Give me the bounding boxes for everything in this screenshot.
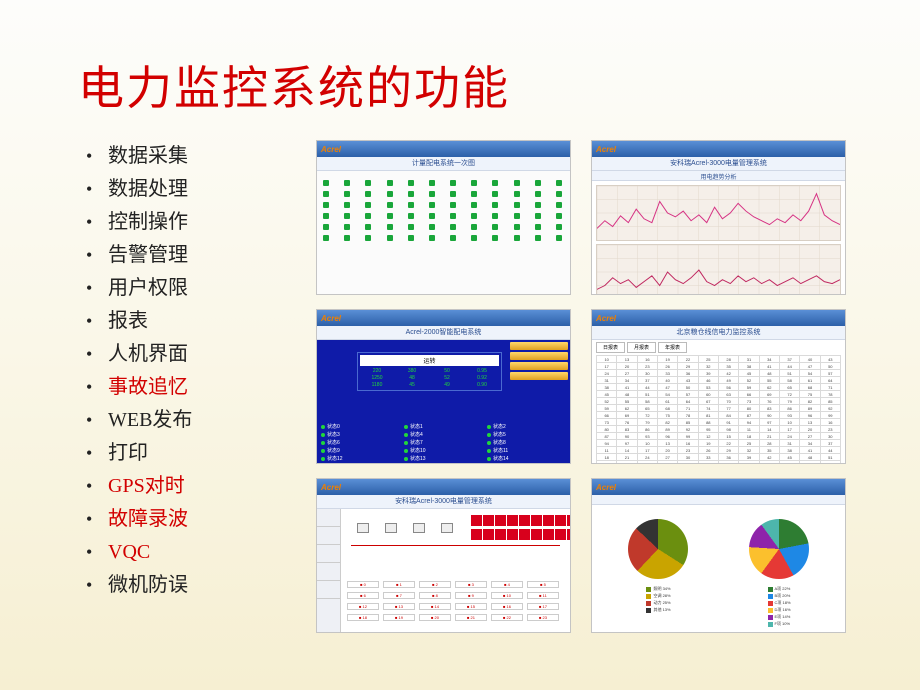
thumb-toolbar: Acrel <box>592 310 845 326</box>
legend-2: A项 22%B项 20%C项 18%D项 16%E项 14%F项 10% <box>768 585 791 628</box>
feature-item: 控制操作 <box>108 206 298 239</box>
thumb-grid-diagram: Acrel 计量配电系统一次图 <box>316 140 571 295</box>
thumb-toolbar: Acrel <box>592 141 845 157</box>
thumb-title: 安科瑞Acrel-3000电量管理系统 <box>317 495 570 509</box>
feature-item: 人机界面 <box>108 338 298 371</box>
feature-item: GPS对时 <box>108 470 298 503</box>
acrel-logo: Acrel <box>321 483 341 492</box>
pie-chart-1 <box>628 519 688 579</box>
slide-title: 电力监控系统的功能 <box>78 52 860 118</box>
feature-item: 用户权限 <box>108 272 298 305</box>
thumb-toolbar: Acrel <box>317 479 570 495</box>
status-leds: 状态0状态1状态2状态3状态4状态5状态6状态7状态8状态9状态10状态11状态… <box>321 423 566 462</box>
feature-item: 事故追忆 <box>108 371 298 404</box>
legend-1: 照明 34%空调 28%动力 25%其他 13% <box>646 585 670 628</box>
feature-list: 数据采集数据处理控制操作告警管理用户权限报表人机界面事故追忆WEB发布打印GPS… <box>78 140 298 633</box>
thumb-network-diagram: Acrel 安科瑞Acrel-3000电量管理系统 ■ 0■ 1■ 2■ 3■ … <box>316 478 571 633</box>
thumb-title: 安科瑞Acrel-3000电量管理系统 <box>592 157 845 171</box>
feature-item: 打印 <box>108 437 298 470</box>
feature-item: 故障录波 <box>108 503 298 536</box>
thumb-title: Acrel-2000智能配电系统 <box>317 326 570 340</box>
acrel-logo: Acrel <box>321 314 341 323</box>
panel-values: 220380500.95125048520.92118045490.90 <box>360 368 499 388</box>
thumb-body: 照明 34%空调 28%动力 25%其他 13% A项 22%B项 20%C项 … <box>592 505 845 630</box>
thumb-toolbar: Acrel <box>317 310 570 326</box>
feature-item: VQC <box>108 536 298 569</box>
diagram-area: ■ 0■ 1■ 2■ 3■ 4■ 5■ 6■ 7■ 8■ 9■ 10■ 11■ … <box>341 509 570 633</box>
thumb-title: 计量配电系统一次图 <box>317 157 570 171</box>
thumb-title: 北京粮仓线信电力监控系统 <box>592 326 845 340</box>
panel-header: 运转 <box>360 355 499 366</box>
pie-chart-2 <box>749 519 809 579</box>
acrel-logo: Acrel <box>321 145 341 154</box>
thumb-body <box>592 181 845 295</box>
thumb-body <box>317 171 570 295</box>
feature-item: 告警管理 <box>108 239 298 272</box>
pie-row <box>598 519 839 579</box>
thumb-body: 运转 220380500.95125048520.92118045490.90 … <box>317 340 570 464</box>
report-table: 1013161922252831343740431720232629323538… <box>596 355 841 464</box>
thumb-scada-panel: Acrel Acrel-2000智能配电系统 运转 220380500.9512… <box>316 309 571 464</box>
acrel-logo: Acrel <box>596 314 616 323</box>
line-chart-1 <box>596 185 841 241</box>
feature-item: 报表 <box>108 305 298 338</box>
thumb-toolbar: Acrel <box>317 141 570 157</box>
thumb-trend-chart: Acrel 安科瑞Acrel-3000电量管理系统 用电趋势分析 <box>591 140 846 295</box>
runtime-panel: 运转 220380500.95125048520.92118045490.90 <box>357 352 502 391</box>
thumb-body: 日报表月报表年报表 101316192225283134374043172023… <box>592 340 845 464</box>
acrel-logo: Acrel <box>596 145 616 154</box>
slide: 电力监控系统的功能 数据采集数据处理控制操作告警管理用户权限报表人机界面事故追忆… <box>0 0 920 690</box>
legend-row: 照明 34%空调 28%动力 25%其他 13% A项 22%B项 20%C项 … <box>598 585 839 628</box>
nav-pane <box>317 509 341 633</box>
acrel-logo: Acrel <box>596 483 616 492</box>
report-tabs: 日报表月报表年报表 <box>596 342 841 353</box>
feature-item: 数据处理 <box>108 173 298 206</box>
thumb-toolbar: Acrel <box>592 479 845 495</box>
feature-item: 微机防误 <box>108 569 298 602</box>
thumb-pie-charts: Acrel 照明 34%空调 28%动力 25%其他 13% A项 22%B项 … <box>591 478 846 633</box>
thumb-subtitle: 用电趋势分析 <box>592 171 845 181</box>
thumb-title <box>592 495 845 505</box>
thumb-report-table: Acrel 北京粮仓线信电力监控系统 日报表月报表年报表 10131619222… <box>591 309 846 464</box>
feature-item: 数据采集 <box>108 140 298 173</box>
side-buttons <box>510 342 568 382</box>
content-row: 数据采集数据处理控制操作告警管理用户权限报表人机界面事故追忆WEB发布打印GPS… <box>78 140 860 633</box>
thumb-body: ■ 0■ 1■ 2■ 3■ 4■ 5■ 6■ 7■ 8■ 9■ 10■ 11■ … <box>317 509 570 633</box>
line-chart-2 <box>596 244 841 295</box>
thumbnail-grid: Acrel 计量配电系统一次图 Acrel 安科瑞Acrel-3000电量管理系… <box>302 140 860 633</box>
feature-item: WEB发布 <box>108 404 298 437</box>
